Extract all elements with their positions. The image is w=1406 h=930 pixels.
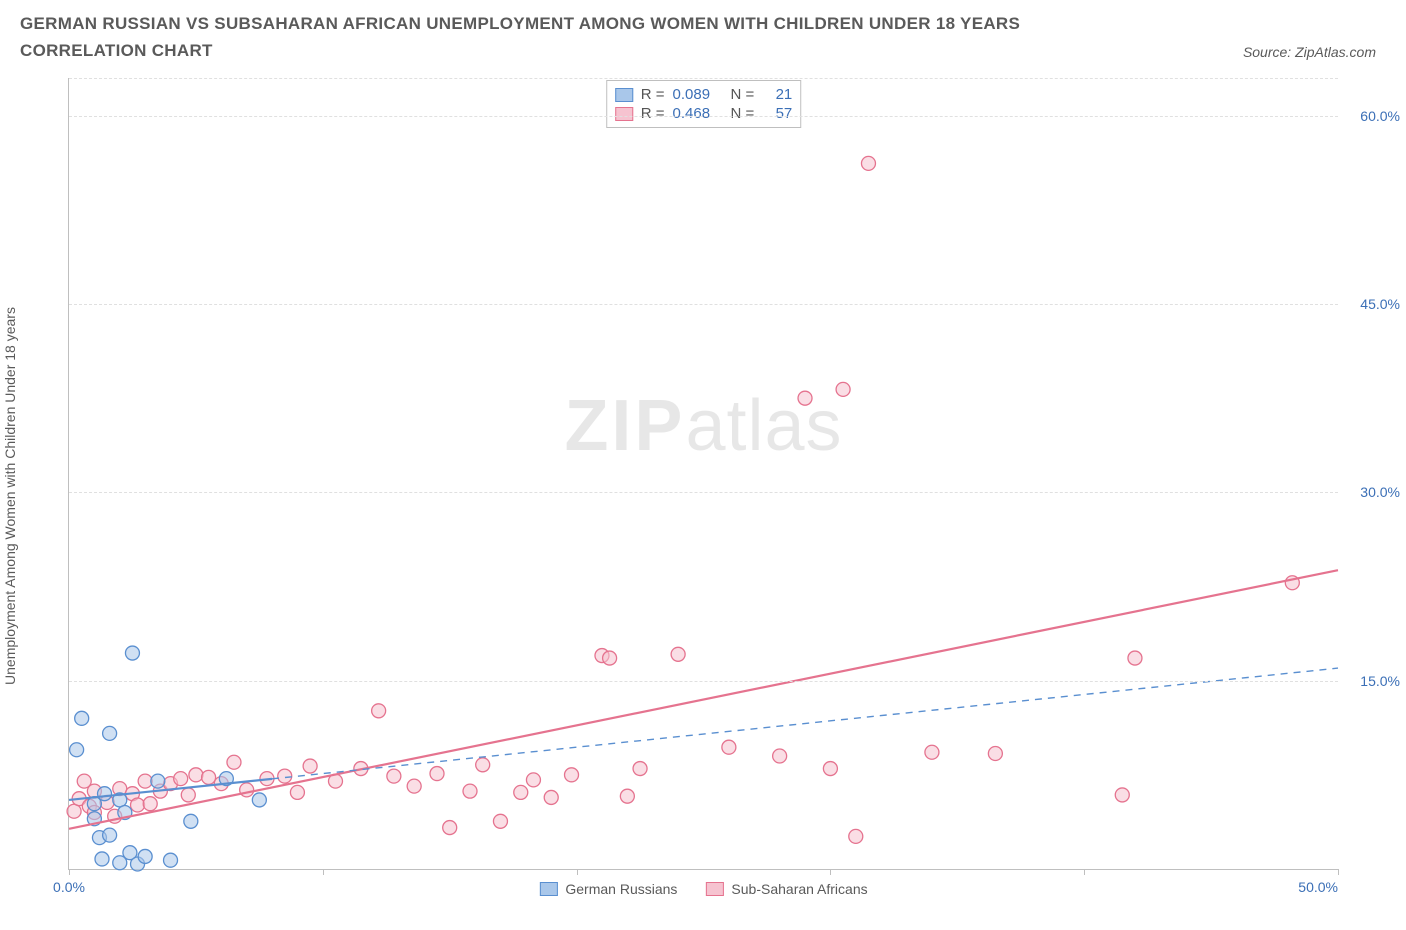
scatter-point-subsaharan_africans [227,755,241,769]
scatter-point-subsaharan_africans [303,759,317,773]
scatter-point-subsaharan_africans [565,768,579,782]
scatter-point-german_russians [75,711,89,725]
bottom-legend: German Russians Sub-Saharan Africans [539,881,867,897]
scatter-point-german_russians [138,849,152,863]
scatter-point-german_russians [103,828,117,842]
scatter-point-subsaharan_africans [514,785,528,799]
scatter-point-subsaharan_africans [463,784,477,798]
x-tick-label: 50.0% [1298,879,1338,895]
scatter-point-subsaharan_africans [131,798,145,812]
scatter-point-subsaharan_africans [836,382,850,396]
scatter-point-subsaharan_africans [372,704,386,718]
scatter-point-subsaharan_africans [722,740,736,754]
scatter-point-subsaharan_africans [143,797,157,811]
scatter-point-german_russians [95,852,109,866]
scatter-point-german_russians [125,646,139,660]
scatter-point-subsaharan_africans [290,785,304,799]
scatter-point-subsaharan_africans [443,821,457,835]
legend-item-german-russians: German Russians [539,881,677,897]
scatter-point-subsaharan_africans [603,651,617,665]
swatch-subsaharan-bottom [705,882,723,896]
scatter-point-german_russians [252,793,266,807]
scatter-point-subsaharan_africans [174,772,188,786]
scatter-point-subsaharan_africans [278,769,292,783]
y-axis-label: Unemployment Among Women with Children U… [2,307,18,685]
scatter-point-german_russians [98,787,112,801]
scatter-point-subsaharan_africans [67,804,81,818]
scatter-point-subsaharan_africans [181,788,195,802]
trend-line-subsaharan [69,570,1338,829]
scatter-point-subsaharan_africans [387,769,401,783]
scatter-point-subsaharan_africans [526,773,540,787]
scatter-point-subsaharan_africans [189,768,203,782]
source-label: Source: ZipAtlas.com [1243,44,1386,64]
scatter-point-subsaharan_africans [849,829,863,843]
scatter-point-subsaharan_africans [671,647,685,661]
scatter-point-subsaharan_africans [988,746,1002,760]
scatter-point-subsaharan_africans [925,745,939,759]
scatter-point-subsaharan_africans [633,762,647,776]
plot-area: ZIPatlas R = 0.089 N = 21 R = 0.468 N = … [68,78,1338,870]
legend-item-subsaharan: Sub-Saharan Africans [705,881,867,897]
scatter-point-subsaharan_africans [823,762,837,776]
scatter-point-subsaharan_africans [1115,788,1129,802]
plot-svg [69,78,1338,869]
scatter-point-subsaharan_africans [202,770,216,784]
y-tick-label: 60.0% [1360,108,1400,124]
scatter-point-subsaharan_africans [407,779,421,793]
y-tick-label: 15.0% [1360,673,1400,689]
scatter-point-subsaharan_africans [430,767,444,781]
y-tick-label: 45.0% [1360,296,1400,312]
scatter-point-subsaharan_africans [476,758,490,772]
scatter-point-subsaharan_africans [493,814,507,828]
scatter-point-subsaharan_africans [544,790,558,804]
scatter-point-subsaharan_africans [773,749,787,763]
chart-title: GERMAN RUSSIAN VS SUBSAHARAN AFRICAN UNE… [20,10,1120,64]
chart-container: Unemployment Among Women with Children U… [20,78,1386,913]
y-tick-label: 30.0% [1360,484,1400,500]
scatter-point-subsaharan_africans [240,783,254,797]
scatter-point-german_russians [103,726,117,740]
scatter-point-subsaharan_africans [861,156,875,170]
scatter-point-subsaharan_africans [1128,651,1142,665]
scatter-point-subsaharan_africans [798,391,812,405]
scatter-point-subsaharan_africans [138,774,152,788]
scatter-point-german_russians [184,814,198,828]
scatter-point-subsaharan_africans [620,789,634,803]
swatch-german-russians-bottom [539,882,557,896]
x-tick-label: 0.0% [53,879,85,895]
scatter-point-german_russians [70,743,84,757]
trend-line-german-russians-dashed [272,668,1338,779]
scatter-point-german_russians [164,853,178,867]
scatter-point-german_russians [151,774,165,788]
